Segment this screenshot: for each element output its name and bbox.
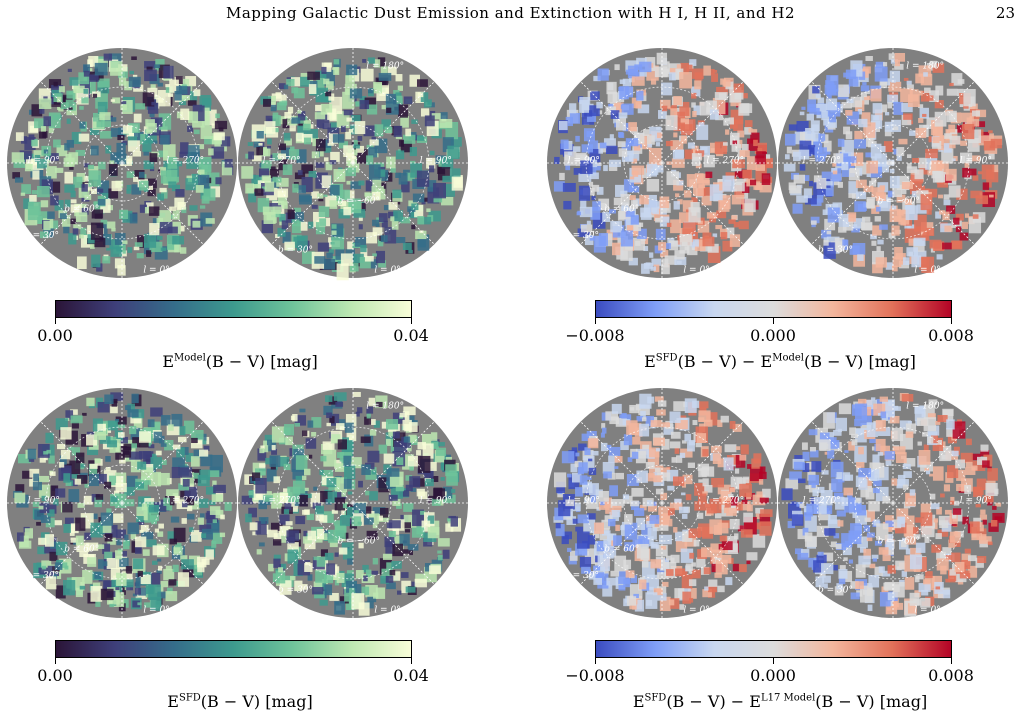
polar-maps-sfd: l = 90° l = 270° b = 60° b = 30° l = 0° l = 1… [7, 388, 468, 618]
map-grid-label: b = 30° [564, 571, 599, 581]
map-grid-label: l = 180° [906, 62, 944, 72]
map-grid-label: l = 90° [568, 156, 600, 166]
colorbar-tick-label: 0.008 [928, 666, 974, 685]
map-grid-label: l = 270° [263, 156, 301, 166]
map-grid-label: b = −60° [877, 536, 920, 546]
map-grid-label: l = 0° [914, 605, 940, 615]
map-grid-label: l = 90° [420, 156, 452, 166]
dust-texture [13, 392, 232, 612]
dust-texture [241, 391, 462, 616]
map-grid-label: l = 90° [960, 496, 992, 506]
colorbar-label: ESFD(B − V) − EModel(B − V) [mag] [644, 352, 916, 371]
map-grid-label: l = 180° [366, 62, 404, 72]
colorbar-tick-label: −0.008 [565, 326, 625, 345]
colorbar-tick-label: 0.000 [750, 326, 796, 345]
map-grid-label: l = 270° [166, 496, 204, 506]
map-grid-label: l = 90° [568, 496, 600, 506]
figure-panel-model: l = 90° l = 270° b = 60° b = 30° l = 0° l = 1… [5, 30, 475, 371]
map-grid-label: b = 30° [278, 246, 313, 256]
dust-texture [553, 52, 773, 275]
dust-texture [781, 392, 1005, 617]
colorbar-label: ESFD(B − V) [mag] [167, 692, 313, 711]
map-grid-label: b = 60° [604, 204, 639, 214]
colorbar-tick-label: 0.00 [37, 666, 73, 685]
map-grid-label: l = 0° [374, 605, 400, 615]
colorbar-tick [411, 318, 412, 324]
page-number: 23 [995, 4, 1015, 22]
dust-texture [783, 53, 1003, 274]
map-grid-label: l = 0° [914, 265, 940, 275]
map-grid-label: l = 180° [366, 402, 404, 412]
map-grid-label: l = 270° [166, 156, 204, 166]
map-grid-label: l = 0° [683, 605, 709, 615]
map-grid-label: b = 30° [278, 586, 313, 596]
figure-panel-sfd-minus-model: l = 90° l = 270° b = 60° b = 30° l = 0° l = 1… [545, 30, 1015, 371]
colorbar-tick-label: 0.00 [37, 326, 73, 345]
map-grid-label: l = 270° [803, 156, 841, 166]
map-grid-label: l = 270° [263, 496, 301, 506]
colorbar-label: ESFD(B − V) − EL17 Model(B − V) [mag] [632, 692, 928, 711]
map-grid-label: l = 270° [706, 156, 744, 166]
colorbar-tick [55, 318, 56, 324]
polar-maps-sfd-minus-model: l = 90° l = 270° b = 60° b = 30° l = 0° l = 1… [547, 48, 1008, 278]
map-grid-label: l = 270° [803, 496, 841, 506]
map-grid-label: l = 0° [374, 265, 400, 275]
map-grid-label: l = 90° [28, 156, 60, 166]
map-grid-label: b = −60° [877, 196, 920, 206]
map-grid-label: b = 30° [564, 231, 599, 241]
map-grid-label: l = 90° [960, 156, 992, 166]
colorbar-tick [773, 318, 774, 324]
map-grid-label: l = 0° [143, 265, 169, 275]
running-title: Mapping Galactic Dust Emission and Extin… [226, 4, 795, 22]
colorbar-sfd-minus-model [595, 300, 952, 318]
map-grid-label: b = 30° [818, 246, 853, 256]
map-grid-label: l = 90° [28, 496, 60, 506]
map-grid-label: b = 30° [24, 231, 59, 241]
map-grid-label: l = 0° [683, 265, 709, 275]
colorbar-tick [411, 658, 412, 664]
map-grid-label: l = 270° [706, 496, 744, 506]
map-grid-label: l = 90° [420, 496, 452, 506]
colorbar-tick [773, 658, 774, 664]
colorbar-tick-label: 0.04 [393, 326, 429, 345]
colorbar-model [55, 300, 412, 318]
map-grid-label: b = 60° [604, 544, 639, 554]
colorbar-tick [55, 658, 56, 664]
figure-panel-sfd-minus-l17: l = 90° l = 270° b = 60° b = 30° l = 0° l = 1… [545, 370, 1015, 711]
map-grid-label: b = −60° [337, 196, 380, 206]
colorbar-label: EModel(B − V) [mag] [162, 352, 318, 371]
colorbar-tick-label: 0.000 [750, 666, 796, 685]
polar-maps-model: l = 90° l = 270° b = 60° b = 30° l = 0° l = 1… [7, 48, 468, 281]
dust-texture [241, 57, 463, 281]
polar-maps-sfd-minus-l17: l = 90° l = 270° b = 60° b = 30° l = 0° l = 1… [547, 388, 1008, 618]
dust-texture [553, 393, 773, 612]
map-grid-label: b = −60° [337, 536, 380, 546]
map-grid-label: b = 60° [64, 544, 99, 554]
page-header: Mapping Galactic Dust Emission and Extin… [0, 4, 1021, 30]
map-grid-label: b = 30° [818, 586, 853, 596]
colorbar-tick-label: −0.008 [565, 666, 625, 685]
colorbar-sfd [55, 640, 412, 658]
colorbar-tick [595, 318, 596, 324]
colorbar-tick [951, 658, 952, 664]
colorbar-tick [951, 318, 952, 324]
map-grid-label: b = 30° [24, 571, 59, 581]
figure-panel-sfd: l = 90° l = 270° b = 60° b = 30° l = 0° l = 1… [5, 370, 475, 711]
colorbar-tick [595, 658, 596, 664]
dust-texture [11, 53, 234, 276]
colorbar-tick-label: 0.04 [393, 666, 429, 685]
colorbar-tick-label: 0.008 [928, 326, 974, 345]
map-grid-label: l = 180° [906, 402, 944, 412]
colorbar-sfd-minus-l17 [595, 640, 952, 658]
map-grid-label: b = 60° [64, 204, 99, 214]
map-grid-label: l = 0° [143, 605, 169, 615]
